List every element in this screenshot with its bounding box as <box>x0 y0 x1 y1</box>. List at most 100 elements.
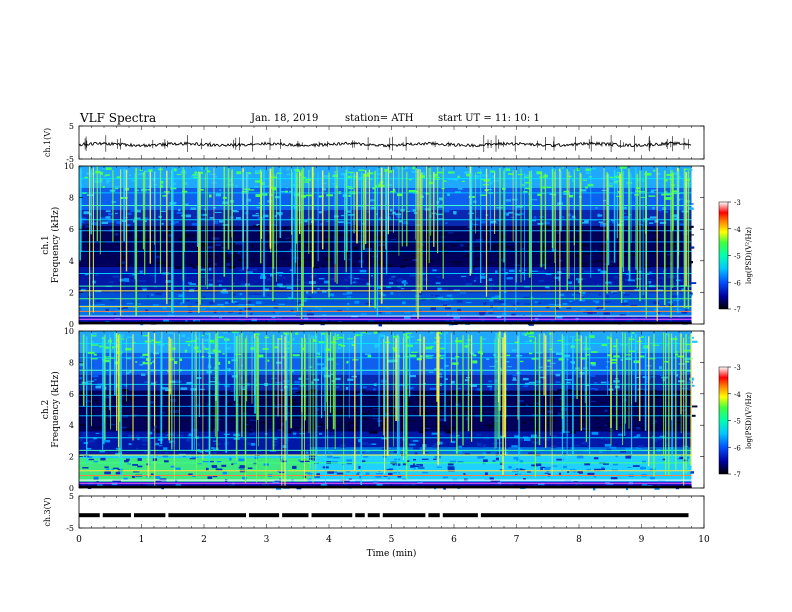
spec-speckle <box>391 347 399 349</box>
spec-speckle <box>364 368 367 371</box>
spec-speckle <box>304 415 312 418</box>
spec-speckle <box>103 359 110 363</box>
spec-speckle <box>686 456 690 459</box>
spec-speckle <box>495 480 501 482</box>
spec-speckle <box>84 208 91 211</box>
spec-speckle <box>260 421 267 424</box>
spec-speckle <box>331 470 338 473</box>
spec-speckle <box>488 426 493 429</box>
spec-speckle <box>412 190 416 193</box>
spec-speckle <box>537 313 542 317</box>
spec-speckle <box>111 201 116 203</box>
colorbar-label: log(PSD)(V²/Hz) <box>745 227 753 284</box>
spec-speckle <box>186 381 193 385</box>
spec-speckle <box>246 396 251 398</box>
spec-speckle <box>296 487 302 490</box>
spec-speckle <box>224 301 229 305</box>
spec-speckle <box>401 288 405 290</box>
spec-speckle <box>600 316 604 319</box>
spec-speckle <box>245 424 249 426</box>
spec-speckle <box>346 373 351 375</box>
spec-speckle <box>95 180 103 183</box>
spec-speckle <box>404 311 411 314</box>
spec-speckle <box>170 399 177 402</box>
spec-speckle <box>684 360 690 363</box>
spec-speckle <box>627 409 633 412</box>
spec-speckle <box>653 389 657 392</box>
spec-speckle <box>285 190 288 193</box>
x-tick-label: 2 <box>201 535 207 545</box>
spec-speckle <box>565 379 572 381</box>
spec-speckle <box>486 358 490 360</box>
spec-speckle <box>543 439 550 441</box>
spec-speckle <box>405 254 409 258</box>
spec-speckle <box>161 222 164 225</box>
spec-speckle <box>346 307 350 310</box>
spec-speckle <box>249 432 255 436</box>
spec-speckle <box>95 372 100 374</box>
spec-speckle <box>389 252 395 254</box>
spec-speckle <box>267 320 272 322</box>
y-tick-label: 4 <box>69 421 74 430</box>
spec-speckle <box>127 228 131 231</box>
spec-speckle <box>573 395 577 398</box>
ch3-segment <box>367 513 380 518</box>
spec-speckle <box>152 428 156 432</box>
spec-speckle <box>336 412 341 414</box>
spec-speckle <box>477 443 482 446</box>
spec-speckle <box>249 304 256 306</box>
spec-speckle <box>572 391 579 393</box>
spec-speckle <box>387 213 394 215</box>
spec-speckle <box>444 365 449 367</box>
spec-speckle <box>213 451 217 454</box>
spec-speckle <box>483 302 487 305</box>
spec-speckle <box>482 229 489 231</box>
spec-speckle <box>347 378 354 381</box>
spec-speckle <box>104 466 109 469</box>
spec-speckle <box>145 309 149 313</box>
spec-speckle <box>310 335 317 339</box>
spec-speckle <box>126 302 133 305</box>
spec-speckle <box>186 439 191 442</box>
spec-speckle <box>474 175 480 178</box>
spec-speckle <box>550 400 556 403</box>
spec-speckle <box>551 194 557 196</box>
spec-speckle <box>445 319 450 322</box>
spec-speckle <box>256 206 261 209</box>
spec-speckle <box>516 205 523 208</box>
spec-speckle <box>424 452 429 454</box>
spec-speckle <box>100 217 107 220</box>
spec-speckle <box>369 199 375 202</box>
spec-speckle <box>178 237 186 241</box>
spec-speckle <box>344 221 352 224</box>
spec-speckle <box>228 265 234 269</box>
spec-band <box>79 188 692 211</box>
spec-speckle <box>194 302 199 304</box>
spec-speckle <box>635 178 641 182</box>
spec-speckle <box>475 247 481 250</box>
spec-speckle <box>142 353 150 356</box>
spec-speckle <box>524 286 531 288</box>
spec-speckle <box>268 429 272 431</box>
spec-speckle <box>574 241 579 244</box>
spec-speckle <box>659 307 664 309</box>
spec-speckle <box>500 259 504 262</box>
spec-speckle <box>403 221 408 224</box>
spec-speckle <box>517 173 524 176</box>
spec-speckle <box>135 361 138 363</box>
spec-speckle <box>190 207 196 210</box>
spec-speckle <box>544 424 549 426</box>
spec-speckle <box>482 338 487 340</box>
spec-speckle <box>579 189 587 192</box>
spec-speckle <box>90 358 98 360</box>
spec-speckle <box>537 193 541 196</box>
spec-speckle <box>613 292 617 294</box>
spec-speckle <box>130 210 137 212</box>
spec-speckle <box>206 279 214 282</box>
spec-speckle <box>547 186 552 189</box>
spec-speckle <box>552 351 556 353</box>
spec-speckle <box>612 463 618 466</box>
spec-speckle <box>576 455 584 459</box>
spec-speckle <box>222 395 227 399</box>
spec-speckle <box>604 443 612 447</box>
